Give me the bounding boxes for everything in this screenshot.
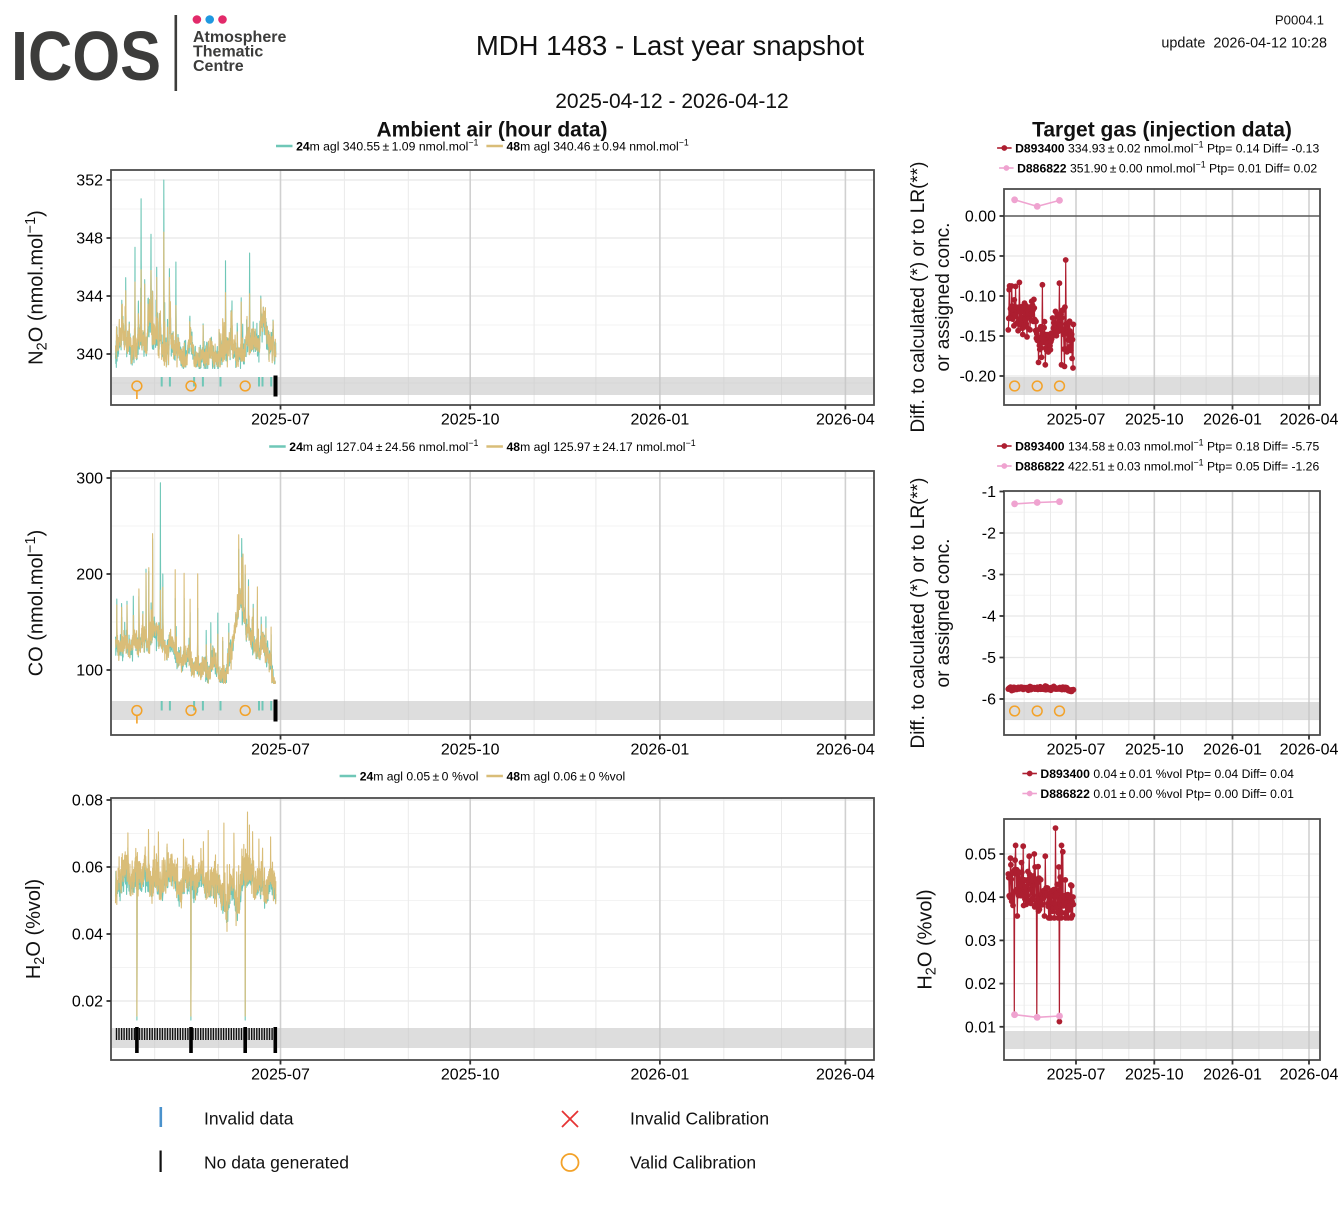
svg-text:2025-07: 2025-07 [1047,742,1106,759]
svg-text:0.04: 0.04 [965,890,996,907]
svg-text:0.08: 0.08 [72,793,103,810]
svg-text:2026-04: 2026-04 [1280,742,1339,759]
svg-text:Target gas (injection data): Target gas (injection data) [1032,119,1292,142]
svg-text:0.06: 0.06 [72,860,103,877]
svg-text:Invalid Calibration: Invalid Calibration [630,1109,769,1129]
svg-text:0.00: 0.00 [965,209,996,226]
svg-text:48m agl 125.97 ± 24.17 nmol.mo: 48m agl 125.97 ± 24.17 nmol.mol−1 [507,438,696,454]
svg-text:2026-04: 2026-04 [1280,412,1339,429]
svg-text:2025-04-12 - 2026-04-12: 2025-04-12 - 2026-04-12 [555,90,789,113]
svg-text:-1: -1 [982,484,996,501]
svg-text:N2O (nmol.mol−1): N2O (nmol.mol−1) [23,210,51,365]
svg-text:340: 340 [76,347,103,364]
svg-text:2026-01: 2026-01 [631,742,690,759]
svg-text:2025-07: 2025-07 [251,412,310,429]
svg-text:D886822 422.51 ± 0.03 nmol.mol: D886822 422.51 ± 0.03 nmol.mol−1 Ptp= 0.… [1015,457,1319,473]
svg-text:2026-01: 2026-01 [1203,742,1262,759]
svg-text:-3: -3 [982,567,996,584]
svg-text:D886822 351.90 ± 0.00 nmol.mol: D886822 351.90 ± 0.00 nmol.mol−1 Ptp= 0.… [1017,159,1317,175]
svg-text:0.02: 0.02 [72,994,103,1011]
svg-text:24m agl 340.55 ± 1.09 nmol.mol: 24m agl 340.55 ± 1.09 nmol.mol−1 [296,137,478,153]
svg-text:200: 200 [76,567,103,584]
svg-text:update 2026-04-12 10:28: update 2026-04-12 10:28 [1161,36,1327,52]
svg-text:0.04: 0.04 [72,927,103,944]
svg-text:Diff. to calculated (*) or to: Diff. to calculated (*) or to LR(**) [908,477,929,748]
svg-text:2025-07: 2025-07 [1047,412,1106,429]
svg-text:or assigned conc.: or assigned conc. [933,539,954,688]
svg-text:2026-01: 2026-01 [631,412,690,429]
svg-text:2025-10: 2025-10 [441,742,500,759]
svg-text:Invalid data: Invalid data [204,1109,294,1129]
svg-text:300: 300 [76,471,103,488]
svg-text:2025-07: 2025-07 [1047,1067,1106,1084]
svg-text:Valid Calibration: Valid Calibration [630,1153,756,1173]
svg-text:D893400 134.58 ± 0.03 nmol.mol: D893400 134.58 ± 0.03 nmol.mol−1 Ptp= 0.… [1015,437,1319,453]
svg-text:Thematic: Thematic [193,44,263,61]
svg-text:-5: -5 [982,650,996,667]
svg-text:ICOS: ICOS [11,17,161,95]
svg-text:MDH 1483 - Last year snapshot: MDH 1483 - Last year snapshot [476,30,865,61]
svg-text:0.01: 0.01 [965,1019,996,1036]
svg-text:-2: -2 [982,526,996,543]
svg-text:Atmosphere: Atmosphere [193,29,286,46]
svg-text:100: 100 [76,663,103,680]
svg-text:48m agl 0.06 ± 0 %vol: 48m agl 0.06 ± 0 %vol [507,770,626,784]
svg-text:0.05: 0.05 [965,847,996,864]
svg-text:2026-04: 2026-04 [816,1067,875,1084]
svg-text:Ambient air (hour data): Ambient air (hour data) [376,119,607,142]
svg-text:2025-07: 2025-07 [251,742,310,759]
svg-text:2026-04: 2026-04 [816,742,875,759]
svg-text:-0.15: -0.15 [960,329,997,346]
svg-text:H2O (%vol): H2O (%vol) [23,879,48,979]
svg-text:352: 352 [76,173,103,190]
svg-text:0.03: 0.03 [965,933,996,950]
svg-text:2026-04: 2026-04 [816,412,875,429]
svg-text:24m agl 0.05 ± 0 %vol: 24m agl 0.05 ± 0 %vol [360,770,479,784]
svg-text:2026-01: 2026-01 [1203,412,1262,429]
svg-text:2026-01: 2026-01 [631,1067,690,1084]
svg-text:24m agl 127.04 ± 24.56 nmol.mo: 24m agl 127.04 ± 24.56 nmol.mol−1 [289,438,478,454]
svg-text:2025-10: 2025-10 [1125,412,1184,429]
svg-text:48m agl 340.46 ± 0.94 nmol.mol: 48m agl 340.46 ± 0.94 nmol.mol−1 [507,137,689,153]
svg-text:-0.05: -0.05 [960,249,997,266]
svg-text:No data generated: No data generated [204,1153,349,1173]
svg-text:CO (nmol.mol−1): CO (nmol.mol−1) [23,530,47,677]
svg-text:2025-10: 2025-10 [441,412,500,429]
svg-text:2025-10: 2025-10 [1125,742,1184,759]
svg-text:-6: -6 [982,692,996,709]
svg-text:D893400 334.93 ± 0.02 nmol.mol: D893400 334.93 ± 0.02 nmol.mol−1 Ptp= 0.… [1015,139,1319,155]
svg-text:348: 348 [76,231,103,248]
svg-text:D886822 0.01 ± 0.00 %vol Ptp=: D886822 0.01 ± 0.00 %vol Ptp= 0.00 Diff=… [1040,787,1294,801]
svg-text:-4: -4 [982,609,996,626]
svg-text:Centre: Centre [193,58,244,75]
svg-text:2026-01: 2026-01 [1203,1067,1262,1084]
svg-text:2025-10: 2025-10 [1125,1067,1184,1084]
svg-text:-0.20: -0.20 [960,369,997,386]
svg-text:-0.10: -0.10 [960,289,997,306]
svg-text:2025-07: 2025-07 [251,1067,310,1084]
svg-text:Diff. to calculated (*) or to: Diff. to calculated (*) or to LR(**) [908,161,929,432]
svg-text:2025-10: 2025-10 [441,1067,500,1084]
svg-text:0.02: 0.02 [965,976,996,993]
svg-text:or assigned conc.: or assigned conc. [933,223,954,372]
svg-text:D893400 0.04 ± 0.01 %vol Ptp=: D893400 0.04 ± 0.01 %vol Ptp= 0.04 Diff=… [1040,767,1294,781]
svg-text:P0004.1: P0004.1 [1275,13,1324,28]
svg-text:344: 344 [76,289,103,306]
svg-text:2026-04: 2026-04 [1280,1067,1339,1084]
